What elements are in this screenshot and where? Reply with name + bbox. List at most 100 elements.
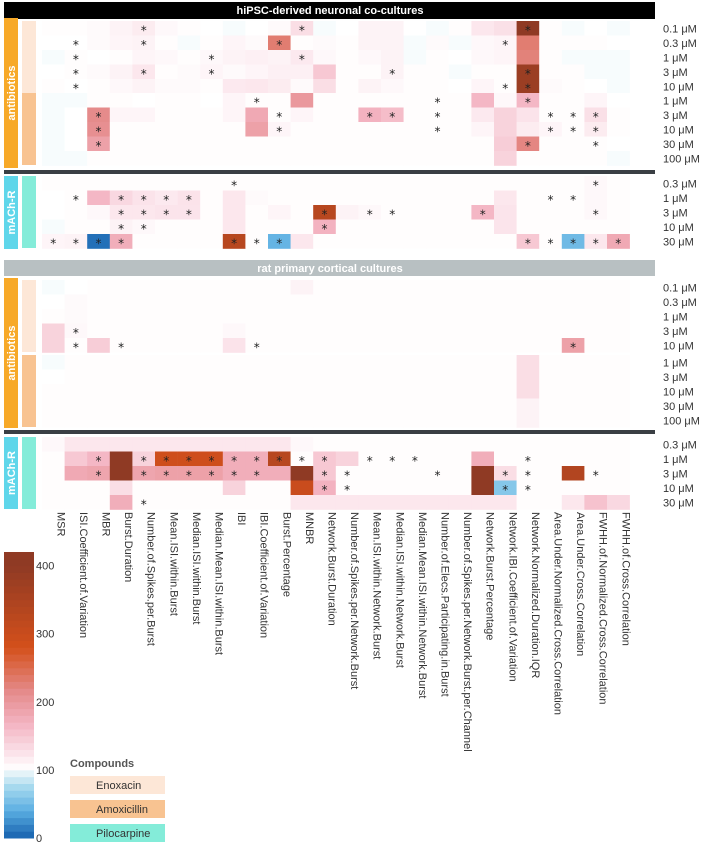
significance-star: * [435,124,441,138]
heat-cell [607,64,630,80]
concentration-label: 0.1 μM [663,23,697,35]
column-label: Network.Burst.Percentage [484,512,496,640]
heat-cell [155,413,178,428]
significance-star: * [231,236,237,250]
heat-cell [42,176,65,191]
significance-star: * [141,207,147,221]
heat-cell [64,384,88,399]
heat-cell [448,495,472,510]
heat-cell [561,93,585,108]
heat-cell [177,136,201,152]
colorbar-segment [4,626,34,635]
significance-star: * [276,124,282,138]
heat-cell [177,190,201,206]
heat-cell [403,437,427,452]
significance-star: * [118,340,124,354]
column-label: Median.Mean.ISI.within.Burst [213,512,225,655]
heat-cell [87,323,111,339]
colorbar-tick-label: 100 [36,765,54,777]
heat-cell [177,176,201,191]
heat-cell [426,495,450,510]
heat-cell [607,219,630,235]
heat-cell [200,480,224,496]
heat-cell [607,437,630,452]
heat-cell [155,190,178,206]
heat-cell [200,294,224,310]
heat-cell [313,294,337,310]
heat-cell [245,437,269,452]
heat-cell [290,294,314,310]
heat-cell [494,205,517,220]
heat-cell [403,369,427,385]
heat-cell [290,50,314,65]
heat-cell [494,79,517,94]
column-label: MSR [54,512,66,537]
column-label: Number.of.Spikes.per.Network.Burst.per.C… [461,512,473,752]
heat-cell [448,413,472,428]
heat-cell [177,64,201,80]
heat-cell [426,437,450,452]
heat-cell [471,309,495,324]
heat-cell [42,136,65,152]
heat-cell [494,122,517,137]
significance-star: * [548,110,554,124]
heat-cell [381,294,404,310]
heat-cell [87,64,111,80]
colorbar-segment [4,572,34,580]
colorbar-segment [4,790,34,798]
heat-cell [109,294,133,310]
heat-cell [448,107,472,123]
significance-star: * [96,468,102,482]
group-label: mACh-R [6,451,18,495]
heat-cell [494,294,517,310]
heat-cell [561,495,585,510]
heat-cell [561,234,585,249]
concentration-labels: 0.1 μM 0.3 μM 1 μM 3 μM 10 μM 1 μM 3 μM 10 μM 30… [663,23,700,509]
heat-cell [584,398,608,414]
heat-cell [381,205,404,220]
heat-cell [42,413,65,428]
heat-cell [290,280,314,295]
heat-cell [403,323,427,339]
heat-cell [494,35,517,51]
heat-cell [200,21,224,36]
heat-cell [132,369,156,385]
colorbar-segment [4,640,34,648]
heat-cell [245,234,269,249]
heat-cell [539,495,563,510]
heat-cell [245,369,269,385]
heat-cell [313,323,337,339]
significance-star: * [299,23,305,37]
heat-cell [426,136,450,152]
significance-star: * [276,454,282,468]
heat-cell [358,93,382,108]
heat-cell [335,398,359,414]
heat-cell [358,219,382,235]
heat-cell [426,413,450,428]
column-label: Median.Mean.ISI.within.Network.Burst [416,512,428,698]
heat-cell [87,107,111,123]
heat-cell [358,122,382,137]
heat-cell [177,93,201,108]
heat-cell [87,136,111,152]
heat-cell [155,369,178,385]
heat-cell [42,50,65,65]
heat-cell [132,35,156,51]
heat-cell [448,369,472,385]
panel-header-hipsc [4,2,655,19]
heat-cell [471,280,495,295]
significance-star: * [50,236,56,250]
heat-cell [494,280,517,295]
heat-cell [109,413,133,428]
heat-cell [155,107,178,123]
heat-cell [200,50,224,65]
heat-cell [426,151,450,166]
heat-cell [539,35,563,51]
heat-cell [607,190,630,206]
heat-cell [539,205,563,220]
significance-star: * [141,468,147,482]
legend-label: Pilocarpine [96,828,150,840]
significance-star: * [389,207,395,221]
heat-cell [358,384,382,399]
heat-cell [313,495,337,510]
